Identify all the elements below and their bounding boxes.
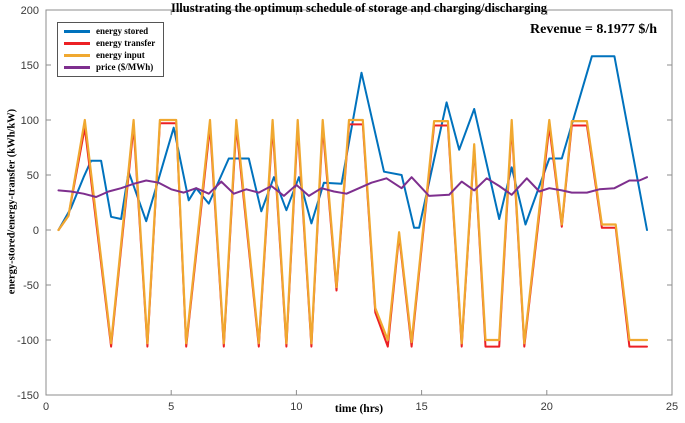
legend-line-swatch (64, 54, 90, 57)
legend-label: energy input (96, 50, 145, 60)
axes-box (45, 9, 673, 396)
chart-title: Illustrating the optimum schedule of sto… (170, 1, 548, 15)
series-line-energy-transfer (57, 122, 648, 348)
legend: energy stored energy transfer energy input… (57, 22, 165, 77)
legend-item: price ($/MWh) (64, 62, 155, 73)
legend-label: price ($/MWh) (96, 62, 154, 72)
legend-line-swatch (64, 30, 90, 33)
y-tick-label: 200 (21, 5, 39, 17)
series-line-price-mwh- (57, 176, 648, 198)
x-tick-label: 25 (666, 401, 678, 413)
y-tick-label: 150 (21, 60, 39, 72)
legend-item: energy stored (64, 26, 155, 37)
y-axis-label: energy-stored/energy-transfer (kWh/kW) (6, 108, 18, 295)
legend-line-swatch (64, 42, 90, 45)
x-tick-label: 20 (541, 401, 553, 413)
y-tick-label: -100 (17, 335, 39, 347)
x-tick-label: 10 (290, 401, 302, 413)
y-tick-label: 50 (27, 170, 39, 182)
series-line-energy-input (57, 118, 649, 345)
revenue-annotation: Revenue = 8.1977 $/h (530, 22, 657, 37)
x-axis-label: time (hrs) (334, 403, 384, 415)
y-tick-label: -50 (23, 280, 39, 292)
legend-line-swatch (64, 66, 90, 69)
legend-label: energy transfer (96, 38, 156, 48)
x-tick-label: 5 (168, 401, 174, 413)
x-tick-label: 15 (415, 401, 427, 413)
y-tick-label: -150 (17, 390, 39, 402)
legend-item: energy transfer (64, 38, 155, 49)
y-tick-label: 0 (33, 225, 39, 237)
legend-item: energy input (64, 50, 155, 61)
y-tick-label: 100 (21, 115, 39, 127)
legend-label: energy stored (96, 26, 149, 36)
x-tick-label: 0 (43, 401, 49, 413)
